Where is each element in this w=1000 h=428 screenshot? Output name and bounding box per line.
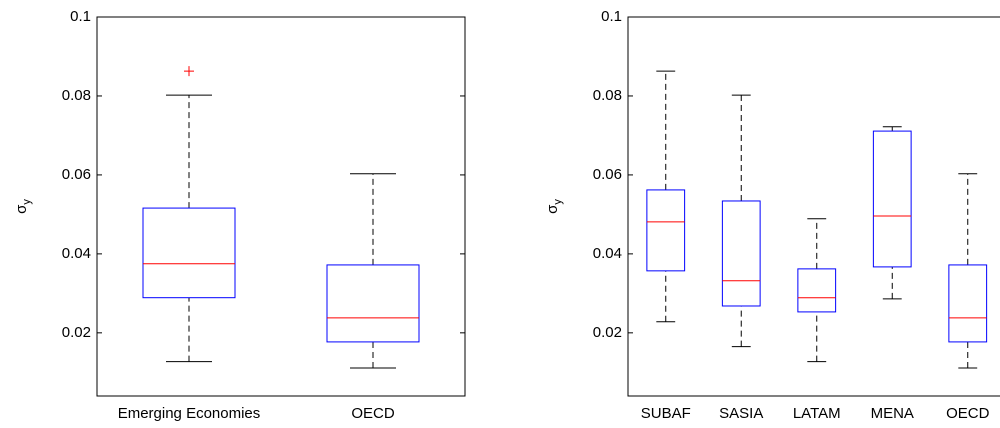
- y-tick-label: 0.02: [593, 324, 622, 341]
- y-tick-label: 0.08: [593, 87, 622, 104]
- plot-frame: [96, 16, 466, 397]
- x-tick-label: OECD: [946, 405, 990, 422]
- x-tick-label: SUBAF: [641, 405, 691, 422]
- outlier: [184, 66, 194, 77]
- x-tick-label: LATAM: [793, 405, 841, 422]
- box: [142, 207, 236, 299]
- y-tick-label: 0.06: [62, 166, 91, 183]
- box: [646, 189, 686, 272]
- y-tick-label: 0.04: [62, 245, 91, 262]
- y-tick-label: 0.1: [70, 8, 91, 25]
- box: [872, 130, 912, 268]
- y-axis-label: σy: [13, 199, 33, 214]
- y-axis-label: σy: [544, 199, 564, 214]
- y-tick-label: 0.08: [62, 87, 91, 104]
- y-tick-label: 0.1: [601, 8, 622, 25]
- y-tick-label: 0.02: [62, 324, 91, 341]
- x-tick-label: SASIA: [719, 405, 763, 422]
- y-tick-label: 0.04: [593, 245, 622, 262]
- box: [326, 264, 420, 343]
- box: [948, 264, 988, 343]
- box: [721, 200, 761, 307]
- y-tick-label: 0.06: [593, 166, 622, 183]
- plot-frame: [627, 16, 1000, 397]
- x-tick-label: MENA: [871, 405, 914, 422]
- x-tick-label: OECD: [351, 405, 395, 422]
- box: [797, 268, 837, 313]
- x-tick-label: Emerging Economies: [118, 405, 261, 422]
